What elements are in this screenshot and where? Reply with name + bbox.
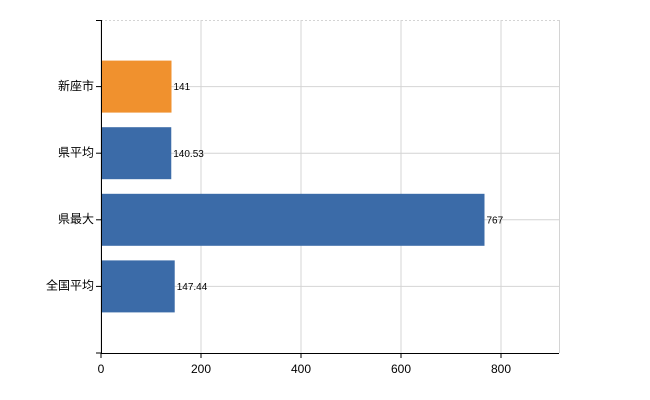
y-tick-label: 全国平均: [46, 278, 94, 293]
bar: [101, 260, 175, 313]
value-label: 141: [174, 82, 191, 93]
x-tick-label: 800: [491, 362, 511, 376]
bar: [101, 60, 172, 113]
x-tick-label: 600: [391, 362, 411, 376]
y-tick-label: 県平均: [58, 145, 94, 159]
x-tick-label: 400: [291, 362, 311, 376]
value-label: 767: [487, 215, 504, 226]
value-label: 140.53: [173, 149, 204, 160]
y-tick-label: 県最大: [58, 212, 94, 226]
value-label: 147.44: [177, 282, 208, 293]
x-tick-label: 0: [98, 362, 105, 376]
y-tick-label: 新座市: [58, 78, 94, 93]
x-tick-label: 200: [191, 362, 211, 376]
bar: [101, 193, 485, 246]
bar: [101, 127, 172, 180]
